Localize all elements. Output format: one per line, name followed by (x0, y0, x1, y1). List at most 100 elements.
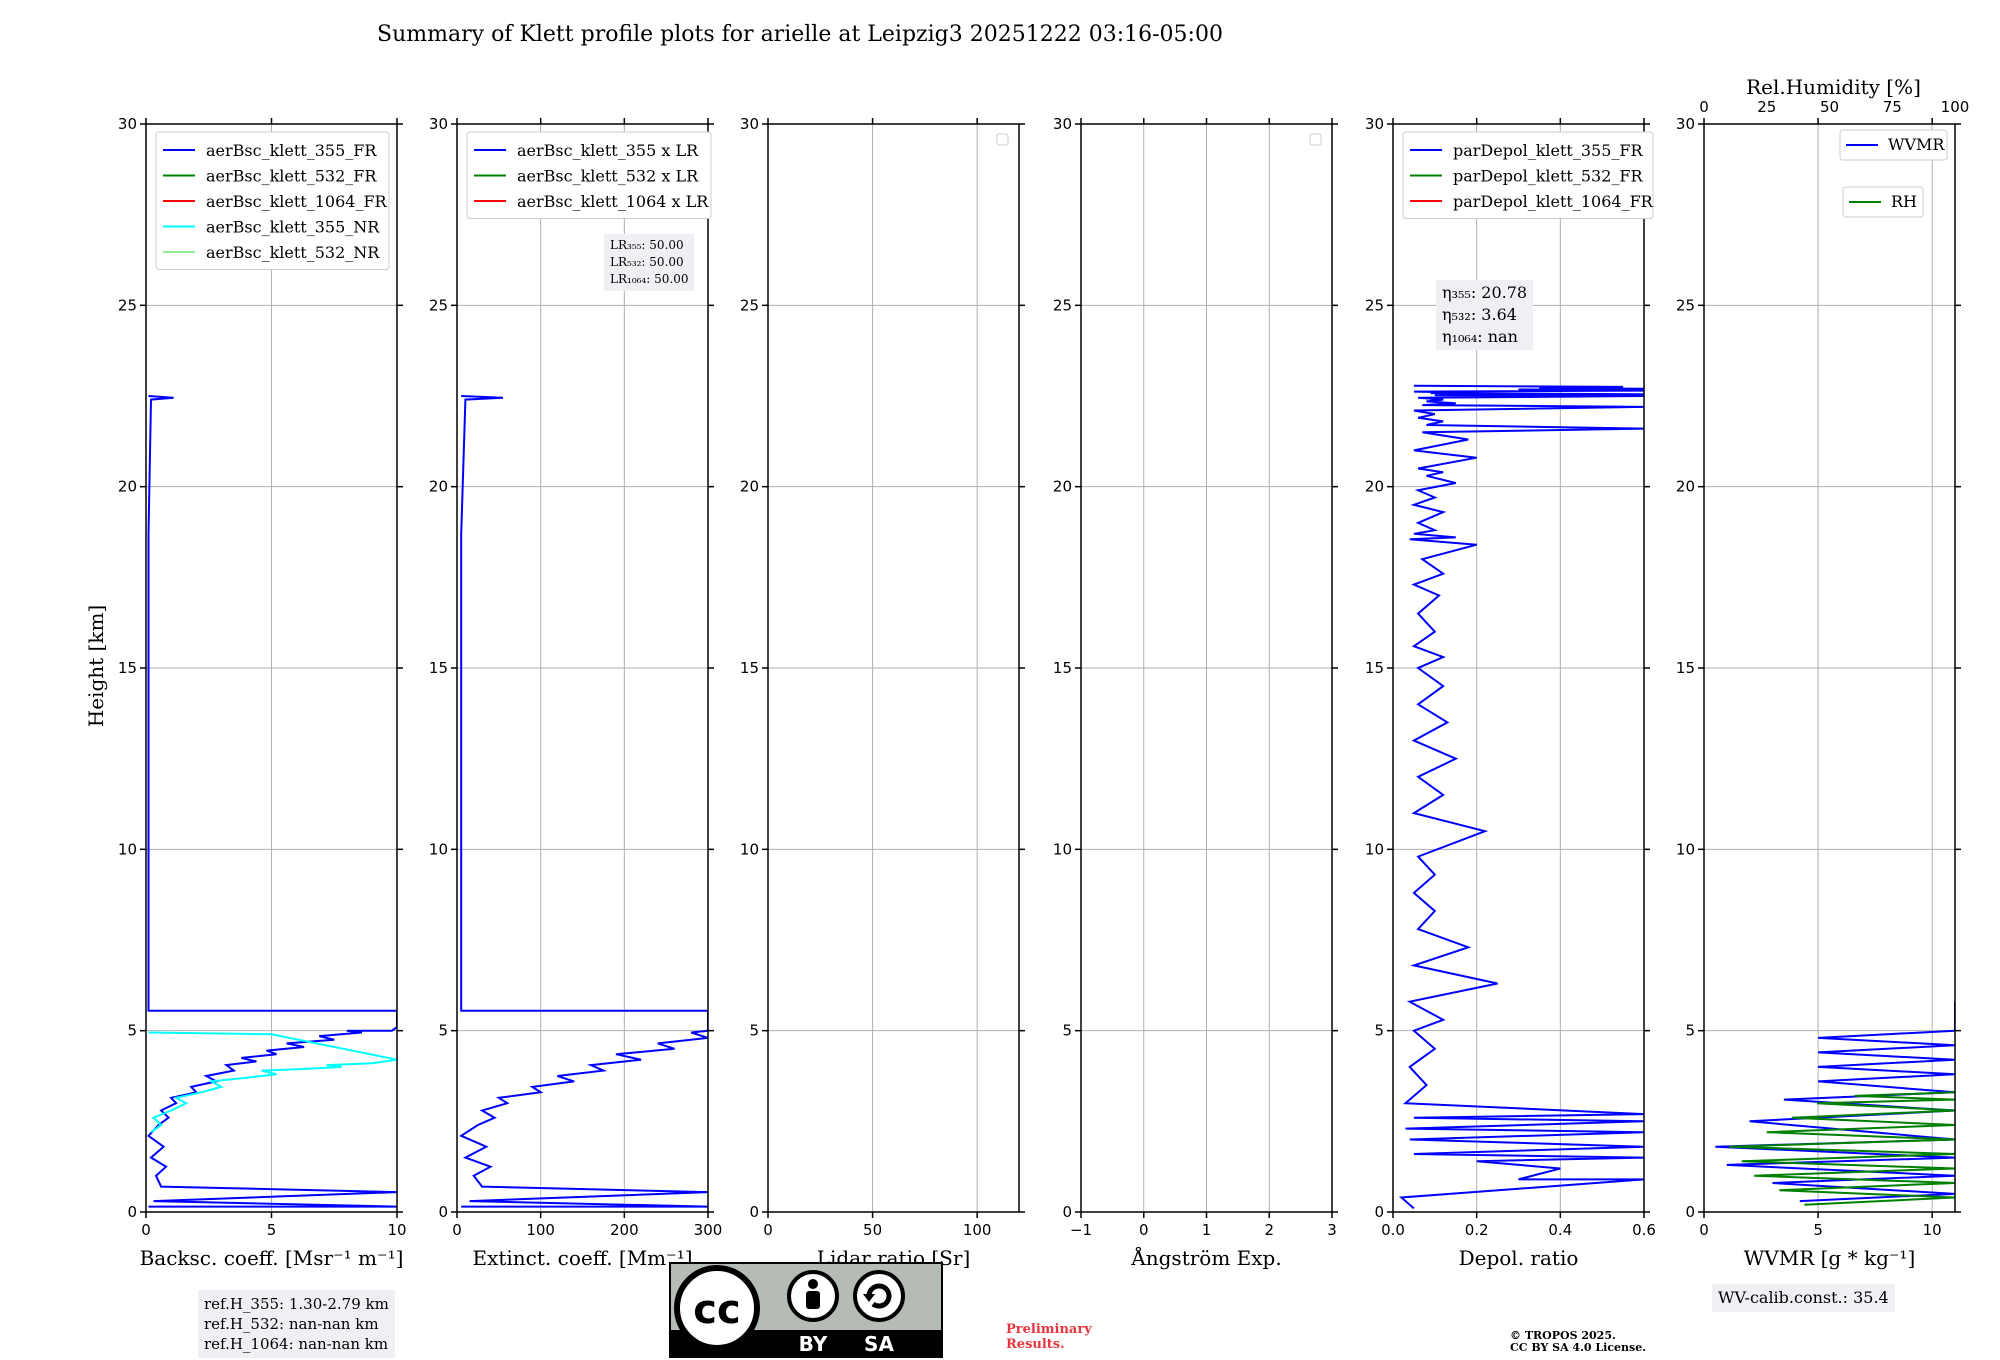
y-tick-label: 15 (118, 659, 137, 677)
share-alike-icon (853, 1270, 905, 1322)
empty-legend-box (1309, 133, 1322, 146)
x-tick-label: 0 (1139, 1221, 1149, 1239)
preliminary-results-note: Preliminary Results. (1006, 1322, 1092, 1352)
y-tick-label: 10 (740, 840, 759, 858)
copyright-line-1: © TROPOS 2025. (1510, 1329, 1616, 1342)
y-tick-label: 20 (1365, 478, 1384, 496)
by-label: BY (799, 1332, 828, 1356)
y-tick-label: 20 (740, 478, 759, 496)
sa-label: SA (864, 1332, 894, 1356)
y-tick-label: 5 (1685, 1022, 1695, 1040)
series-line-parDepol_klett_355_FR (1398, 384, 1644, 1210)
y-tick-label: 20 (429, 478, 448, 496)
x-axis-label-depol: Depol. ratio (1459, 1246, 1579, 1270)
series-line-aerBsc_klett_355_NR (148, 1031, 397, 1134)
extinction-lr-info: LR₃₅₅: 50.00 LR₅₃₂: 50.00 LR₁₀₆₄: 50.00 (604, 234, 695, 291)
cc-by-sa-badge: cc BY SA (669, 1262, 943, 1358)
y-tick-label: 5 (438, 1022, 448, 1040)
series-layer (146, 384, 1955, 1210)
legend-label: aerBsc_klett_355_NR (206, 218, 380, 237)
y-tick-label: 30 (1676, 115, 1695, 133)
empty-legend-box (996, 133, 1009, 146)
y-tick-label: 25 (1365, 296, 1384, 314)
x-tick-label: 10 (387, 1221, 406, 1239)
y-tick-label: 30 (1365, 115, 1384, 133)
x-tick-label: 100 (963, 1221, 992, 1239)
legend-label: aerBsc_klett_1064 x LR (517, 192, 709, 211)
top-tick-label: 50 (1820, 98, 1839, 116)
depol-eta-info: η₃₅₅: 20.78 η₅₃₂: 3.64 η₁₀₆₄: nan (1436, 280, 1534, 350)
x-axis-label-angstrom: Ångström Exp. (1130, 1245, 1281, 1270)
x-tick-label: 5 (1813, 1221, 1823, 1239)
cc-logo-circle (674, 1265, 760, 1351)
legend-label: aerBsc_klett_1064_FR (206, 192, 388, 211)
series-line-RH (1729, 1091, 1955, 1206)
x-tick-label: 0 (452, 1221, 462, 1239)
y-tick-label: 10 (429, 840, 448, 858)
ref-h-1064: ref.H_1064: nan-nan km (204, 1335, 389, 1353)
panel-frame-backscatter (145, 123, 398, 1213)
x-tick-label: 5 (267, 1221, 277, 1239)
y-tick-label: 25 (740, 296, 759, 314)
legend-label: aerBsc_klett_532_NR (206, 243, 380, 262)
top-tick-label: 0 (1699, 98, 1709, 116)
x-tick-label: 10 (1923, 1221, 1942, 1239)
legend-box (466, 131, 712, 219)
y-tick-label: 30 (118, 115, 137, 133)
legend-layer: aerBsc_klett_355_FRaerBsc_klett_532_FRae… (155, 129, 1948, 270)
y-tick-label: 15 (429, 659, 448, 677)
eta-532: η₅₃₂: 3.64 (1442, 305, 1517, 324)
x-tick-label: 100 (526, 1221, 555, 1239)
preliminary-line-2: Results. (1006, 1337, 1065, 1352)
y-tick-label: 0 (749, 1203, 759, 1221)
legend-box (1402, 131, 1654, 219)
y-tick-label: 25 (1676, 296, 1695, 314)
y-axis-label: Height [km] (84, 605, 108, 727)
x-tick-label: 0.4 (1548, 1221, 1572, 1239)
y-tick-label: 0 (1062, 1203, 1072, 1221)
x-tick-label: 2 (1264, 1221, 1274, 1239)
x-tick-label: −1 (1070, 1221, 1092, 1239)
x-tick-label: 3 (1327, 1221, 1337, 1239)
eta-355: η₃₅₅: 20.78 (1442, 283, 1528, 302)
eta-1064: η₁₀₆₄: nan (1442, 327, 1518, 346)
y-tick-label: 10 (1053, 840, 1072, 858)
x-tick-label: 0 (1699, 1221, 1709, 1239)
x-tick-label: 0.2 (1465, 1221, 1489, 1239)
preliminary-line-1: Preliminary (1006, 1322, 1092, 1337)
y-tick-label: 20 (1676, 478, 1695, 496)
x-tick-label: 200 (610, 1221, 639, 1239)
y-tick-label: 10 (118, 840, 137, 858)
reference-height-info: ref.H_355: 1.30-2.79 km ref.H_532: nan-n… (198, 1290, 395, 1358)
lr-355: LR₃₅₅: 50.00 (610, 238, 684, 252)
legend-label: parDepol_klett_532_FR (1453, 167, 1644, 186)
top-tick-label: 25 (1757, 98, 1776, 116)
legend-box (1842, 186, 1924, 218)
y-tick-label: 15 (1053, 659, 1072, 677)
copyright-note: © TROPOS 2025. CC BY SA 4.0 License. (1510, 1330, 1646, 1354)
y-tick-label: 20 (1053, 478, 1072, 496)
y-tick-label: 25 (1053, 296, 1072, 314)
series-line-aerBsc_klett_355 x LR (459, 395, 708, 1208)
legend-label: aerBsc_klett_355 x LR (517, 141, 699, 160)
legend-label: parDepol_klett_355_FR (1453, 141, 1644, 160)
legend-label: WVMR (1888, 135, 1945, 154)
x-tick-label: 0.0 (1381, 1221, 1405, 1239)
panel-frame-depol (1392, 123, 1645, 1213)
y-tick-label: 15 (740, 659, 759, 677)
x-tick-label: 0.6 (1632, 1221, 1656, 1239)
ref-h-532: ref.H_532: nan-nan km (204, 1315, 379, 1333)
y-tick-label: 0 (1374, 1203, 1384, 1221)
legend-box (155, 131, 390, 270)
y-tick-label: 25 (118, 296, 137, 314)
lr-532: LR₅₃₂: 50.00 (610, 255, 684, 269)
y-tick-label: 5 (1374, 1022, 1384, 1040)
legend-label: aerBsc_klett_532_FR (206, 167, 377, 186)
y-tick-label: 0 (1685, 1203, 1695, 1221)
y-tick-label: 30 (1053, 115, 1072, 133)
y-tick-label: 15 (1676, 659, 1695, 677)
y-tick-label: 30 (740, 115, 759, 133)
legend-label: parDepol_klett_1064_FR (1453, 192, 1654, 211)
y-tick-label: 25 (429, 296, 448, 314)
wv-calib-text: WV-calib.const.: 35.4 (1718, 1288, 1889, 1307)
